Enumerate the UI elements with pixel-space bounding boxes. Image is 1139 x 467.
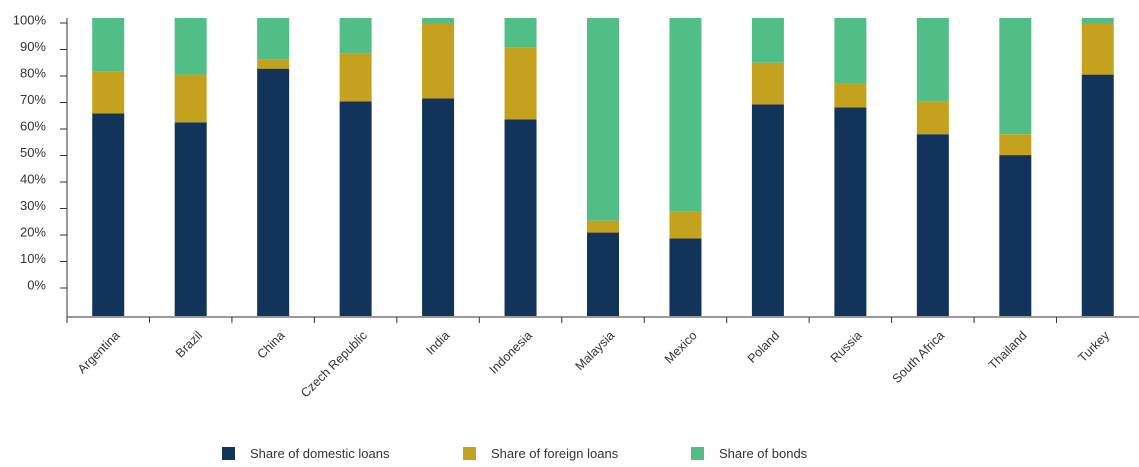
bar-segment-china-s0 (257, 68, 290, 316)
legend-item: Share of domestic loans (222, 445, 389, 462)
bar-segment-russia-s1 (834, 83, 867, 108)
legend-label: Share of foreign loans (491, 446, 619, 461)
x-tick-label: Thailand (986, 328, 1030, 372)
bar-segment-argentina-s0 (92, 113, 125, 316)
x-tick-label: Argentina (75, 328, 123, 376)
x-tick-label: India (423, 328, 452, 357)
legend-item: Share of bonds (691, 445, 807, 462)
legend-swatch (222, 447, 235, 460)
legend-swatch (691, 447, 704, 460)
y-tick-label: 90% (20, 39, 46, 54)
x-tick-label: Russia (828, 328, 865, 365)
legend-label: Share of domestic loans (250, 446, 390, 461)
bar-segment-brazil-s0 (174, 122, 207, 316)
bar-segment-thailand-s0 (999, 155, 1032, 316)
bar-segment-mexico-s0 (669, 238, 702, 316)
legend-item: Share of foreign loans (463, 445, 618, 462)
x-tick-label: Malaysia (573, 328, 618, 373)
bar-segment-turkey-s2 (1081, 18, 1114, 24)
y-tick-label: 60% (20, 118, 46, 133)
x-tick-label: Indonesia (487, 328, 535, 376)
y-tick-label: 50% (20, 145, 46, 160)
bar-segment-russia-s0 (834, 107, 867, 317)
bar-segment-brazil-s1 (174, 74, 207, 123)
y-tick-label: 20% (20, 224, 46, 239)
bar-segment-turkey-s0 (1081, 74, 1114, 317)
bar-segment-indonesia-s1 (504, 47, 537, 120)
bar-segment-argentina-s1 (92, 71, 125, 114)
x-tick-label: Mexico (662, 328, 700, 366)
bar-segment-czech-republic-s2 (339, 18, 372, 54)
x-tick-label: Brazil (173, 328, 205, 360)
bar-segment-czech-republic-s1 (339, 53, 372, 102)
bar-segment-poland-s0 (751, 104, 784, 316)
legend-label: Share of bonds (719, 446, 808, 461)
y-tick-label: 70% (20, 92, 46, 107)
y-axis: 100% 90% 80% 70% 60% 50% 40% 30% 20% 10% 0% (13, 12, 68, 317)
bar-segment-south-africa-s0 (916, 134, 949, 316)
bar-segment-thailand-s1 (999, 134, 1032, 156)
bar-segment-thailand-s2 (999, 18, 1032, 135)
x-axis: Argentina Brazil China Czech Republic India I… (66, 316, 1139, 400)
bar-segment-poland-s1 (751, 62, 784, 105)
x-tick-label: Turkey (1076, 328, 1113, 365)
bar-segment-china-s1 (257, 59, 290, 69)
bar-segment-mexico-s2 (669, 18, 702, 212)
bar-segment-indonesia-s2 (504, 18, 537, 48)
bar-segment-south-africa-s2 (916, 18, 949, 102)
bar-segment-mexico-s1 (669, 211, 702, 239)
legend: Share of domestic loans Share of foreign … (0, 445, 1139, 462)
y-tick-label: 80% (20, 65, 46, 80)
legend-swatch (463, 447, 476, 460)
bar-segment-czech-republic-s0 (339, 101, 372, 316)
bar-segment-malaysia-s2 (587, 18, 619, 221)
bar-segment-india-s0 (422, 98, 455, 317)
bar-segment-brazil-s2 (174, 18, 207, 75)
bar-segment-turkey-s1 (1081, 23, 1114, 75)
y-tick-label: 0% (27, 277, 46, 292)
x-tick-label: China (254, 328, 287, 361)
bar-segment-indonesia-s0 (504, 119, 537, 316)
bar-segment-india-s2 (422, 18, 455, 24)
bar-segment-poland-s2 (751, 18, 784, 63)
x-tick-label: Czech Republic (298, 328, 370, 400)
y-tick-label: 100% (13, 12, 47, 27)
y-tick-label: 30% (20, 198, 46, 213)
bar-segment-russia-s2 (834, 18, 867, 84)
bar-segment-argentina-s2 (92, 18, 125, 72)
x-tick-label: Poland (745, 328, 782, 365)
x-tick-label: South Africa (890, 328, 948, 386)
bar-segment-south-africa-s1 (916, 101, 949, 135)
bar-segment-china-s2 (257, 18, 290, 60)
bar-segment-malaysia-s0 (587, 232, 619, 316)
y-tick-label: 40% (20, 171, 46, 186)
y-tick-label: 10% (20, 251, 46, 266)
bar-segment-india-s1 (422, 23, 455, 99)
bar-segment-malaysia-s1 (587, 220, 619, 233)
bars (92, 18, 1114, 317)
